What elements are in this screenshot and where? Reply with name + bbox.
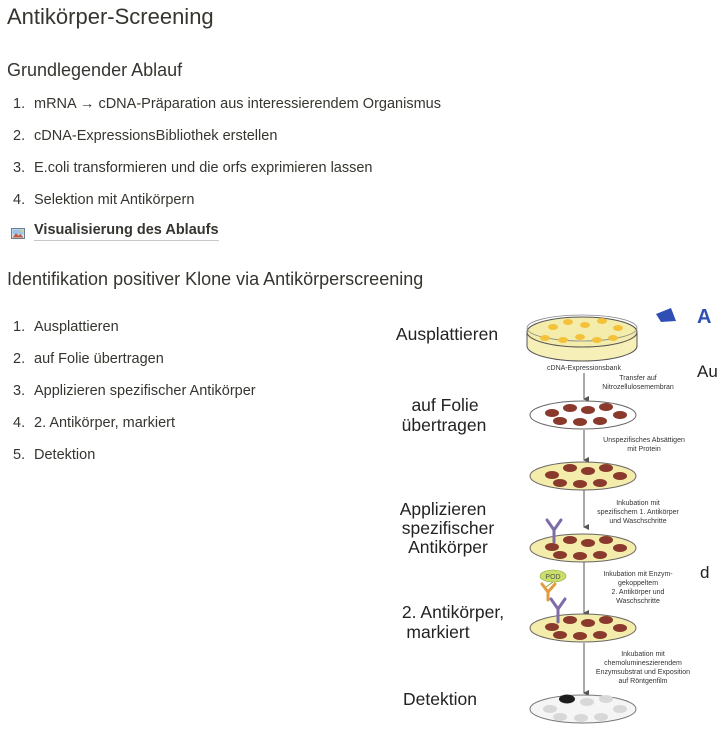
list-item-text: auf Folie übertragen [34, 351, 164, 367]
note-nitrozellulose: Nitrozellulosemembran [602, 384, 674, 391]
list-item-text: mRNA → cDNA-Präparation aus interessiere… [34, 96, 441, 112]
note-transfer: Transfer auf [619, 375, 657, 382]
step-label-spezifischer: spezifischer [402, 518, 495, 538]
step-label-ausplattieren: Ausplattieren [396, 324, 498, 344]
list-item-number: 3. [13, 160, 26, 176]
note-inkubation-enzym: Inkubation mit Enzym- [603, 571, 673, 578]
membrane [529, 461, 637, 491]
membrane [529, 533, 637, 563]
note-2-antikoerper: 2. Antikörper und [612, 589, 665, 596]
list-item-number: 2. [13, 128, 26, 144]
list-item-text: Ausplattieren [34, 319, 119, 335]
note-chemolumineszierend: chemolumineszierendem [604, 660, 682, 667]
list-item-number: 3. [13, 383, 26, 399]
list-item-number: 5. [13, 447, 26, 463]
primary-antibody-icon [545, 518, 563, 544]
list-item-text: E.coli transformieren und die orfs expri… [34, 160, 373, 176]
list-item-text: Applizieren spezifischer Antikörper [34, 383, 256, 399]
list-item-text: Detektion [34, 447, 96, 463]
list-item-text: 2. Antikörper, markiert [34, 415, 176, 431]
note-inkubation-1: Inkubation mit [616, 500, 660, 507]
membrane [529, 613, 637, 643]
note-absaettigen: Unspezifisches Absättigen [603, 437, 685, 444]
list-item-number: 1. [13, 96, 26, 112]
list-item-number: 4. [13, 192, 26, 208]
step-label-auf-folie: auf Folie [411, 395, 478, 415]
note-protein: mit Protein [627, 446, 661, 453]
note-spezifischer-antikoerper: spezifischem 1. Antikörper [597, 509, 679, 516]
step-label-detektion: Detektion [403, 689, 477, 709]
cropped-edge-letter-top: A [697, 306, 711, 328]
step-label-antikoerper: Antikörper [408, 537, 488, 557]
screening-diagram: Ausplattieren auf Folie übertragen Appli… [380, 300, 724, 741]
cropped-blue-marker-icon [656, 308, 676, 322]
cropped-edge-letter-mid: Au [697, 362, 718, 381]
list-item-text: Selektion mit Antikörpern [34, 192, 195, 208]
step-label-2-antikoerper: 2. Antikörper, [402, 602, 504, 622]
visualisierung-link-text[interactable]: Visualisierung des Ablaufs [34, 222, 219, 241]
petri-dish [526, 314, 638, 362]
step-label-applizieren: Applizieren [400, 499, 487, 519]
note-gekoppeltem: gekoppeltem [618, 580, 658, 587]
x-ray-film [529, 694, 637, 724]
section-heading-ablauf: Grundlegender Ablauf [7, 60, 183, 80]
section-heading-identifikation: Identifikation positiver Klone via Antik… [7, 269, 424, 289]
dish-label: cDNA-Expressionsbank [547, 365, 621, 372]
note-enzymsubstrat: Enzymsubstrat und Exposition [596, 669, 690, 676]
list-item-text: cDNA-ExpressionsBibliothek erstellen [34, 128, 278, 144]
image-icon [11, 226, 25, 239]
step-label-markiert: markiert [406, 622, 469, 642]
visualisierung-link[interactable]: Visualisierung des Ablaufs [11, 220, 219, 242]
note-inkubation-2: Inkubation mit [621, 651, 665, 658]
step-label-uebertragen: übertragen [402, 415, 487, 435]
note-roentgenfilm: auf Röntgenfilm [618, 678, 667, 685]
page-title: Antikörper-Screening [7, 4, 214, 29]
cropped-edge-letter-low: d [700, 563, 709, 582]
note-waschschritte-1: und Waschschritte [609, 518, 666, 525]
note-waschschritte-2: Waschschritte [616, 598, 660, 605]
pod-enzyme-icon [539, 569, 567, 588]
list-item-number: 1. [13, 319, 26, 335]
list-item-number: 4. [13, 415, 26, 431]
membrane [529, 400, 637, 430]
list-item-number: 2. [13, 351, 26, 367]
pod-label: POD [545, 574, 560, 581]
secondary-antibody-icon [540, 582, 567, 624]
